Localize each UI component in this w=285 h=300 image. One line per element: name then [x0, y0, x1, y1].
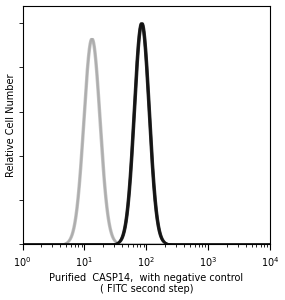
Y-axis label: Relative Cell Number: Relative Cell Number — [5, 73, 16, 177]
X-axis label: Purified  CASP14,  with negative control
( FITC second step): Purified CASP14, with negative control (… — [49, 273, 243, 294]
